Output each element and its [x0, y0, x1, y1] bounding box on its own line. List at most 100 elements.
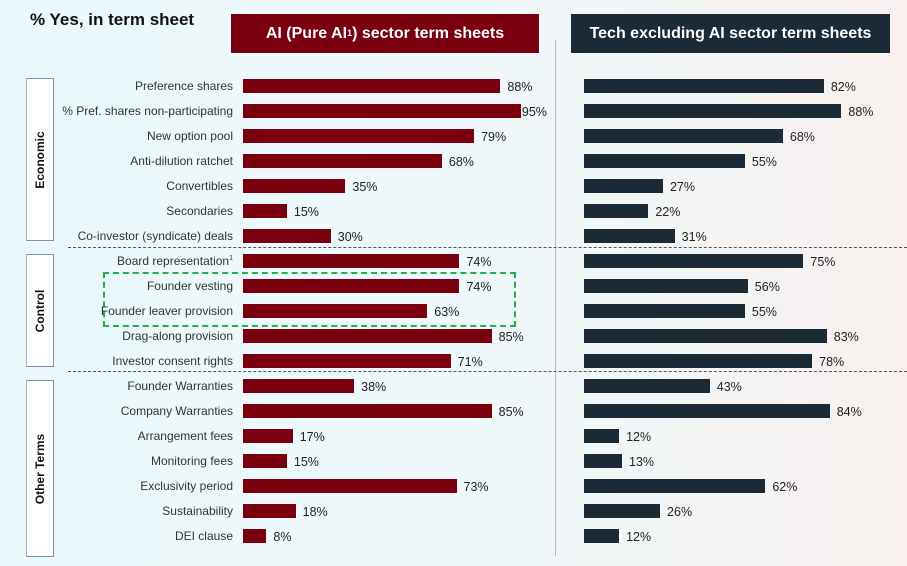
ai-title-end: ) sector term sheets	[352, 25, 505, 42]
ai-bar	[243, 79, 501, 93]
tech-value-label: 83%	[833, 330, 859, 344]
tech-value-label: 43%	[716, 380, 742, 394]
tech-value-label: 88%	[848, 105, 874, 119]
chart-subtitle: % Yes, in term sheet	[30, 10, 195, 29]
category-label: Monitoring fees	[150, 454, 233, 468]
group-separator	[68, 247, 907, 248]
ai-bar	[243, 504, 296, 518]
ai-bar	[243, 204, 287, 218]
group-economic: Economic	[26, 78, 54, 241]
category-label: Founder Warranties	[127, 379, 233, 393]
tech-bar	[584, 179, 663, 193]
category-label: % Pref. shares non-participating	[62, 104, 233, 118]
ai-bar	[243, 129, 475, 143]
group-label: Economic	[33, 130, 47, 189]
category-label: Co-investor (syndicate) deals	[77, 229, 233, 243]
tech-value-label: 56%	[754, 280, 780, 294]
ai-bar	[243, 329, 492, 343]
ai-bar	[243, 154, 442, 168]
tech-bar	[584, 279, 748, 293]
tech-bar	[584, 379, 710, 393]
category-label: DEI clause	[174, 529, 233, 543]
tech-panel-header: Tech excluding AI sector term sheets	[571, 14, 890, 53]
tech-value-label: 55%	[751, 155, 777, 169]
category-label: Exclusivity period	[140, 479, 233, 493]
tech-bar	[584, 429, 620, 443]
ai-value-label: 18%	[302, 505, 328, 519]
group-separator	[68, 371, 907, 372]
category-label: Investor consent rights	[112, 354, 233, 368]
category-label: Preference shares	[134, 79, 233, 93]
tech-value-label: 13%	[629, 455, 655, 469]
category-label: New option pool	[146, 129, 233, 143]
category-label: Board representation1	[117, 254, 233, 268]
ai-value-label: 35%	[352, 180, 378, 194]
ai-value-label: 38%	[361, 380, 387, 394]
tech-bar	[584, 154, 745, 168]
ai-value-label: 63%	[434, 305, 460, 319]
ai-bar	[243, 529, 267, 543]
tech-bar	[584, 254, 804, 268]
ai-bar	[243, 279, 460, 293]
category-label: Arrangement fees	[137, 429, 233, 443]
group-label: Other Terms	[33, 433, 47, 504]
ai-bar	[243, 254, 460, 268]
tech-bar	[584, 529, 620, 543]
ai-value-label: 68%	[448, 155, 474, 169]
ai-bar	[243, 304, 428, 318]
ai-bar	[243, 454, 287, 468]
tech-bar	[584, 404, 830, 418]
ai-value-label: 85%	[498, 330, 524, 344]
ai-value-label: 79%	[481, 130, 507, 144]
ai-value-label: 85%	[498, 405, 524, 419]
tech-value-label: 12%	[626, 530, 652, 544]
ai-value-label: 74%	[466, 280, 492, 294]
tech-bar	[584, 104, 842, 118]
category-label: Secondaries	[166, 204, 233, 218]
tech-bar	[584, 454, 623, 468]
ai-value-label: 17%	[299, 430, 325, 444]
ai-bar	[243, 229, 331, 243]
tech-bar	[584, 229, 675, 243]
ai-bar	[243, 479, 457, 493]
highlight-box	[103, 272, 516, 327]
ai-value-label: 15%	[293, 205, 319, 219]
category-label: Founder leaver provision	[100, 304, 233, 318]
tech-bar	[584, 304, 745, 318]
ai-panel-header: AI (Pure AI 1) sector term sheets	[231, 14, 539, 53]
ai-bar	[243, 404, 492, 418]
tech-value-label: 27%	[669, 180, 695, 194]
tech-value-label: 22%	[655, 205, 681, 219]
group-other-terms: Other Terms	[26, 380, 54, 557]
tech-bar	[584, 79, 824, 93]
tech-value-label: 78%	[819, 355, 845, 369]
tech-bar	[584, 129, 783, 143]
ai-title: AI (Pure AI	[265, 25, 348, 42]
ai-value-label: 73%	[463, 480, 489, 494]
category-label: Anti-dilution ratchet	[130, 154, 233, 168]
group-control: Control	[26, 254, 54, 367]
ai-bar	[243, 429, 293, 443]
tech-value-label: 12%	[626, 430, 652, 444]
category-label: Founder vesting	[146, 279, 233, 293]
tech-value-label: 31%	[681, 230, 707, 244]
tech-value-label: 62%	[772, 480, 798, 494]
ai-title-footnote: 1	[347, 28, 353, 38]
ai-bar	[243, 379, 355, 393]
tech-bar	[584, 504, 661, 518]
ai-bar	[243, 179, 346, 193]
tech-value-label: 82%	[830, 80, 856, 94]
panel-divider	[555, 40, 556, 556]
ai-bar	[243, 354, 451, 368]
ai-value-label: 8%	[273, 530, 292, 544]
tech-bar	[584, 329, 827, 343]
tech-bar	[584, 204, 649, 218]
tech-value-label: 75%	[810, 255, 836, 269]
tech-bar	[584, 354, 813, 368]
tech-value-label: 68%	[789, 130, 815, 144]
tech-value-label: 26%	[667, 505, 693, 519]
tech-value-label: 55%	[751, 305, 777, 319]
category-label: Convertibles	[166, 179, 233, 193]
ai-value-label: 95%	[521, 105, 547, 119]
group-label: Control	[33, 289, 47, 332]
